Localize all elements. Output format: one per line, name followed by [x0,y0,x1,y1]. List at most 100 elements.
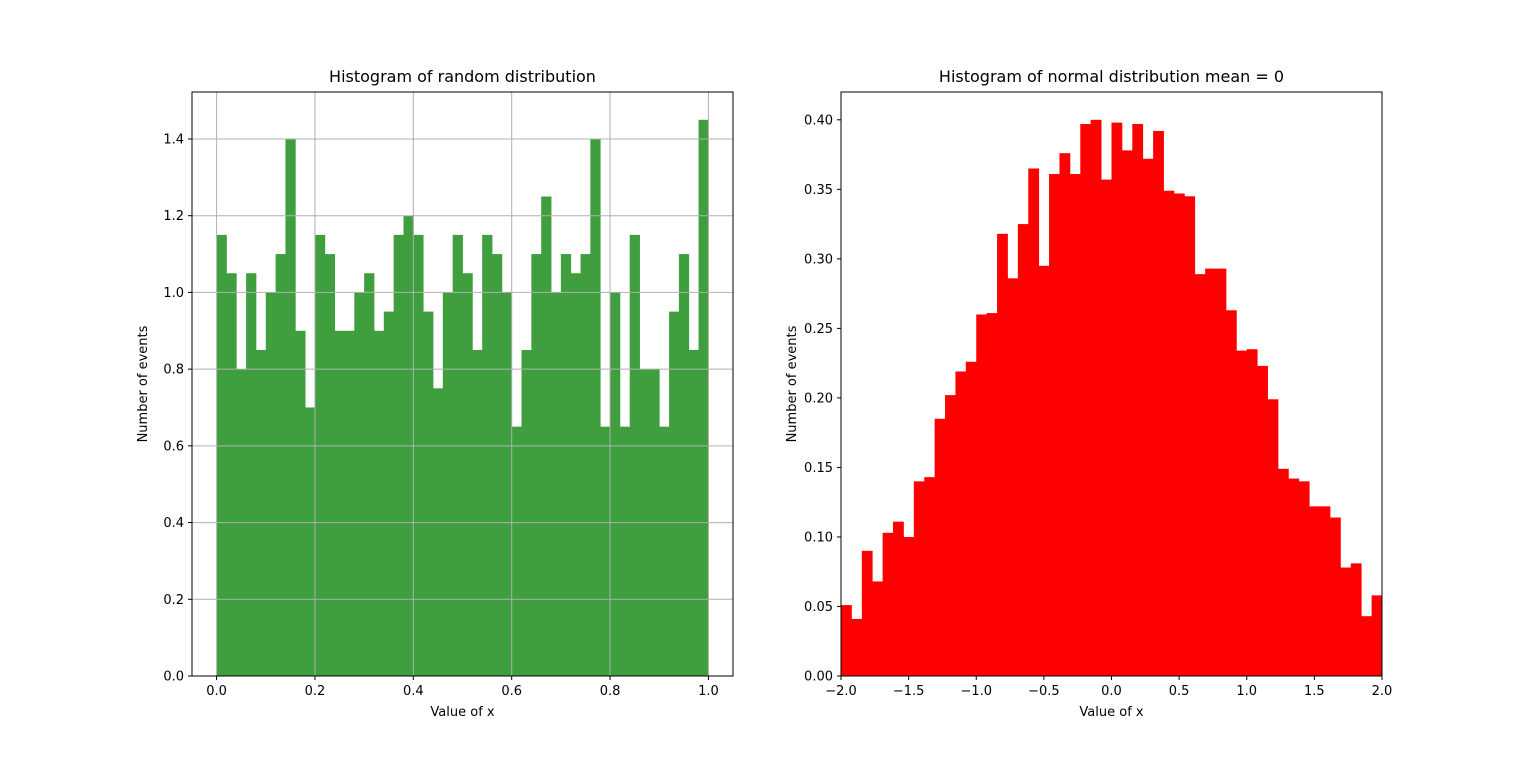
histogram-bar [1246,349,1258,676]
y-tick-label: 0.10 [804,530,833,545]
x-tick-label: 1.0 [1236,684,1257,699]
histogram-bar [423,311,434,676]
histogram-bar [285,138,296,676]
histogram-bar [1350,563,1362,676]
histogram-bar [1038,265,1050,676]
histogram-bar [1132,123,1144,676]
histogram-bar [413,234,424,676]
histogram-bar [364,273,375,676]
histogram-bar [226,273,237,676]
histogram-bar [934,418,946,676]
histogram-bar [442,292,454,676]
histogram-bar [1329,517,1341,676]
histogram-bar [1184,196,1196,677]
histogram-bar [1111,122,1123,677]
y-tick-label: 0.35 [804,183,833,198]
histogram-bar [531,254,542,677]
y-tick-label: 0.30 [804,252,833,267]
histogram-bar [265,292,277,676]
histogram-bar [590,138,601,676]
histogram-bar [1121,150,1133,676]
chart-random: 0.0 0.2 0.4 0.6 0.8 1.0 0.0 0.2 0.4 0.6 0.8 1.0 1.2 1… [136,67,734,720]
histogram-bar [976,314,988,676]
histogram-bar [629,234,640,676]
y-tick-label: 0.0 [163,670,184,685]
histogram-bar [570,273,581,676]
y-tick-label: 0.00 [804,670,833,685]
histogram-bar [1257,365,1268,676]
histogram-bar [216,234,227,676]
histogram-bar [1361,616,1372,676]
histogram-bar [1205,268,1216,676]
x-tick-label: −1.5 [893,684,925,699]
histogram-bar [1277,468,1289,676]
histogram-bar [1069,174,1081,677]
histogram-bar [841,605,852,676]
histogram-bar [511,426,522,676]
histogram-bar [1163,190,1175,676]
histogram-bar [1194,274,1206,676]
chart-title: Histogram of random distribution [329,67,596,86]
histogram-bar [324,254,336,677]
histogram-bar [255,349,267,676]
histogram-bar [1080,123,1092,676]
y-tick-label: 1.0 [163,286,184,301]
histogram-bar [305,407,316,676]
histogram-bar [1319,506,1331,676]
histogram-bar [997,233,1008,677]
x-tick-label: 0.2 [305,684,326,699]
histogram-bar [913,481,925,676]
histogram-bar [275,254,286,677]
x-tick-label: 0.0 [206,684,227,699]
histogram-bar [600,426,611,676]
histogram-bar [851,618,863,676]
histogram-bar [373,330,385,676]
y-tick-label: 0.4 [163,516,184,531]
histogram-bar [1288,478,1300,676]
x-tick-label: −0.5 [1028,684,1060,699]
histogram-bar [986,313,998,676]
histogram-bar [551,292,562,676]
histogram-bar [246,273,257,676]
bars [216,119,709,677]
histogram-bar [521,349,532,676]
histogram-bar [965,361,977,676]
x-tick-label: 0.6 [501,684,522,699]
histogram-bar [541,196,552,676]
y-axis-label: Number of events [785,325,800,442]
histogram-bar [482,234,493,676]
histogram-bar [295,330,306,676]
histogram-bar [698,119,709,677]
x-axis-label: Value of x [1079,705,1143,720]
histogram-bar [945,395,956,676]
histogram-bar [472,349,483,676]
x-tick-label: 2.0 [1372,684,1393,699]
histogram-bar [1225,310,1237,676]
histogram-bar [1267,399,1279,676]
x-tick-label: 0.0 [1101,684,1122,699]
histogram-bar [334,330,345,676]
histogram-bar [1049,174,1060,677]
histogram-bar [903,536,915,676]
y-tick-label: 0.40 [804,113,833,128]
histogram-bar [678,254,690,677]
histogram-bar [1215,268,1227,676]
x-tick-label: 0.4 [403,684,424,699]
chart-title: Histogram of normal distribution mean = … [939,67,1284,86]
histogram-bar [924,477,936,676]
histogram-bar [501,292,513,676]
histogram-bar [861,550,873,676]
y-tick-label: 1.2 [163,209,184,224]
histogram-bar [955,371,967,676]
histogram-bar [669,311,680,676]
histogram-bar [882,532,894,676]
grid [192,92,733,677]
y-tick-label: 1.4 [163,132,184,147]
chart-normal: −2.0 −1.5 −1.0 −0.5 0.0 0.5 1.0 1.5 2.0 0.00 0.05 0… [785,67,1392,720]
histogram-bar [560,254,572,677]
x-tick-label: −2.0 [825,684,857,699]
histogram-bar [1007,278,1019,676]
histogram-bar [1340,567,1352,676]
y-tick-label: 0.8 [163,363,184,378]
x-tick-label: 0.5 [1169,684,1190,699]
